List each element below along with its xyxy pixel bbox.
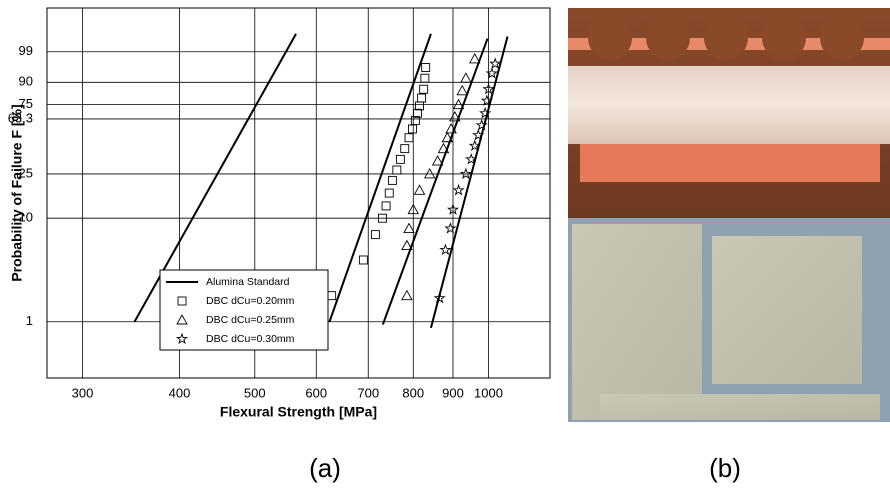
y-tick-label: 63.3 [8, 110, 33, 125]
marker [413, 184, 426, 195]
marker [433, 291, 446, 304]
marker [482, 82, 495, 95]
x-tick-label: 400 [169, 385, 191, 400]
marker [479, 106, 492, 119]
x-axis-title: Flexural Strength [MPa] [220, 404, 377, 420]
x-tick-label: 500 [244, 385, 266, 400]
fit-line [381, 38, 489, 325]
legend [159, 269, 329, 351]
marker [421, 63, 431, 72]
y-tick-label: 25 [19, 165, 33, 180]
marker [459, 167, 472, 180]
marker [410, 116, 420, 125]
panel-label: (a) [309, 453, 341, 483]
marker [456, 84, 468, 96]
marker [465, 152, 478, 165]
marker [441, 131, 454, 143]
x-tick-label: 1000 [474, 385, 503, 400]
marker [439, 243, 452, 256]
marker [370, 230, 380, 240]
marker [468, 53, 481, 64]
x-tick-label: 600 [305, 385, 327, 400]
marker [420, 73, 430, 83]
marker [452, 183, 465, 196]
photo-panel [568, 8, 890, 422]
y-tick-label: 75 [19, 96, 33, 111]
marker [392, 165, 402, 175]
marker [175, 332, 189, 345]
marker [423, 168, 436, 179]
marker [452, 98, 465, 110]
marker [176, 314, 188, 325]
marker [403, 222, 415, 233]
marker [489, 57, 502, 69]
legend-label: DBC dCu=0.20mm [206, 295, 295, 307]
marker [460, 72, 472, 83]
marker [475, 118, 488, 131]
y-tick-label: 99 [19, 43, 33, 58]
fit-line [429, 36, 509, 329]
panel-label: (b) [709, 453, 741, 483]
marker [387, 175, 397, 185]
marker [381, 201, 391, 211]
marker [417, 93, 427, 103]
marker [401, 289, 413, 301]
y-tick-label: 90 [19, 74, 33, 89]
marker [413, 108, 422, 118]
y-axis-title: Probability of Failure F [%] [9, 104, 25, 281]
y-tick-label: 1 [26, 313, 33, 328]
y-tick-label: 10 [19, 210, 33, 225]
marker [437, 142, 450, 154]
x-tick-label: 300 [72, 385, 94, 400]
marker [449, 110, 461, 122]
fit-line [328, 33, 432, 323]
marker [358, 255, 368, 265]
marker [407, 203, 420, 215]
marker [480, 94, 493, 106]
marker [468, 139, 481, 151]
marker [401, 239, 413, 251]
marker [377, 213, 387, 223]
legend-label: DBC dCu=0.30mm [206, 333, 295, 345]
marker [384, 188, 394, 198]
x-tick-label: 900 [442, 385, 464, 400]
x-tick-label: 700 [357, 385, 379, 400]
marker [431, 155, 444, 166]
marker [400, 144, 410, 154]
marker [445, 123, 457, 134]
legend-label: Alumina Standard [206, 276, 290, 288]
marker [407, 124, 417, 134]
marker [419, 84, 429, 94]
marker [444, 222, 457, 234]
marker [404, 133, 414, 143]
marker [446, 203, 460, 215]
marker [395, 154, 405, 164]
x-tick-label: 800 [402, 385, 424, 400]
marker [472, 128, 485, 141]
marker [177, 296, 187, 306]
legend-label: DBC dCu=0.25mm [206, 314, 295, 326]
marker [485, 67, 498, 79]
